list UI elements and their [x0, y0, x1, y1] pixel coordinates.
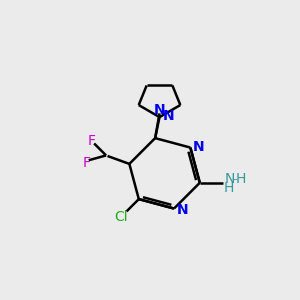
Text: F: F	[82, 156, 90, 170]
Text: N: N	[154, 103, 165, 117]
Text: N: N	[176, 203, 188, 217]
Text: F: F	[87, 134, 95, 148]
Text: Cl: Cl	[115, 210, 128, 224]
Text: H: H	[223, 181, 234, 195]
Text: –: –	[231, 174, 237, 184]
Text: N: N	[163, 109, 175, 123]
Text: H: H	[236, 172, 246, 186]
Text: N: N	[193, 140, 204, 154]
Text: N: N	[225, 172, 235, 186]
